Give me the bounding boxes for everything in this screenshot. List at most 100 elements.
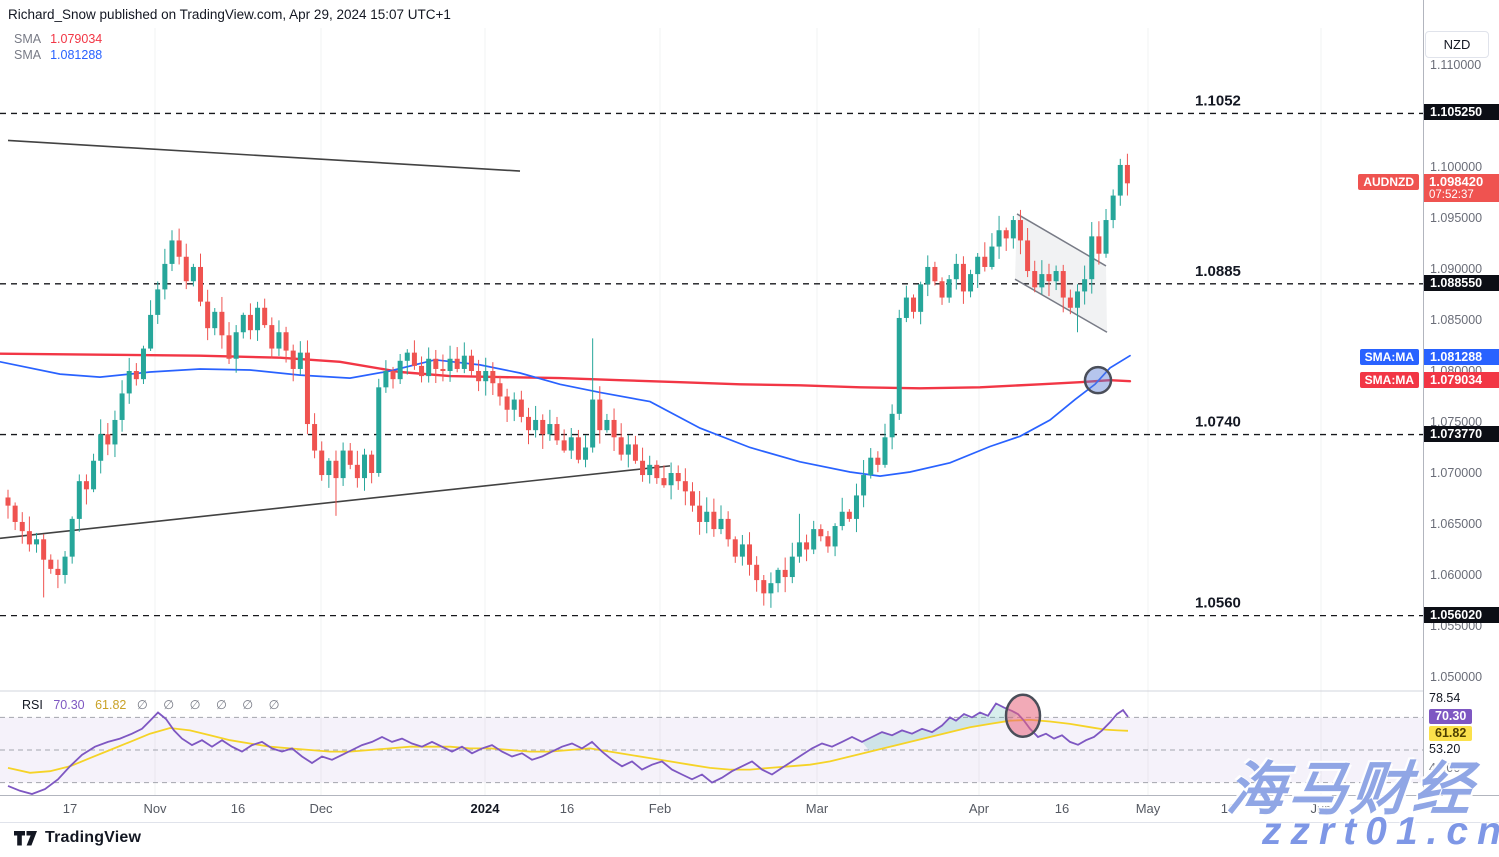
candle-body xyxy=(347,450,353,465)
rsi-ma-line[interactable] xyxy=(7,718,1129,774)
candle-body xyxy=(561,440,567,451)
candle-body xyxy=(661,478,667,486)
candle-body xyxy=(846,511,852,519)
key-level-price-badge: 1.073770 xyxy=(1424,425,1499,442)
rsi-ma-value: 61.82 xyxy=(95,698,127,712)
candle-body xyxy=(468,355,474,371)
trendline[interactable] xyxy=(7,139,521,172)
candle-body xyxy=(511,399,517,410)
candle-body xyxy=(640,460,646,476)
price-tick: 1.095000 xyxy=(1430,211,1483,225)
candle-body xyxy=(255,307,261,331)
candle-body xyxy=(390,371,396,380)
candle-body xyxy=(476,371,482,382)
last-price-badge: 1.098420 07:52:37 xyxy=(1424,174,1499,203)
sma-slow-line[interactable] xyxy=(0,354,1131,477)
tradingview-logo-icon xyxy=(14,830,37,845)
key-level-price-badge: 1.056020 xyxy=(1424,606,1499,623)
candle-body xyxy=(1025,240,1031,272)
time-axis-label: Nov xyxy=(143,801,167,816)
last-price-value: 1.098420 xyxy=(1429,174,1484,190)
candle-body xyxy=(91,460,97,490)
key-level-label: 1.0740 xyxy=(1195,414,1241,431)
candle-body xyxy=(1124,164,1130,184)
sma-fast-line[interactable] xyxy=(0,352,1132,390)
candle-body xyxy=(226,335,232,359)
candle-body xyxy=(233,332,239,359)
candle-body xyxy=(1075,291,1080,308)
candle-body xyxy=(1082,279,1088,292)
candle-body xyxy=(169,240,175,264)
candle-body xyxy=(48,559,54,569)
rsi-cross-highlight-circle[interactable] xyxy=(1004,693,1042,739)
candle-body xyxy=(240,314,246,333)
candle-body xyxy=(590,399,596,448)
currency-toggle[interactable]: NZD xyxy=(1425,31,1489,58)
candle-body xyxy=(419,365,425,377)
candle-body xyxy=(818,529,824,537)
candle-body xyxy=(625,444,631,455)
candle-body xyxy=(925,266,931,285)
sma-fast-row: SMA 1.079034 xyxy=(14,31,102,47)
candle-body xyxy=(1067,297,1073,308)
candle-body xyxy=(76,481,82,519)
candle-body xyxy=(62,556,68,575)
sma-slow-value: 1.081288 xyxy=(50,48,103,62)
candle-body xyxy=(283,332,289,351)
candle-body xyxy=(340,450,346,479)
candle-body xyxy=(1103,220,1109,254)
candle-body xyxy=(19,521,25,532)
sma-cross-highlight-circle[interactable] xyxy=(1083,365,1113,395)
flag-channel-bottom[interactable] xyxy=(1014,278,1108,333)
time-axis-label: May xyxy=(1135,801,1161,816)
candle-body xyxy=(853,495,859,519)
candle-body xyxy=(725,518,731,540)
time-axis-label: Apr xyxy=(968,801,990,816)
price-tick: 1.085000 xyxy=(1430,313,1483,327)
time-axis-label: Mar xyxy=(805,801,829,816)
rsi-value: 70.30 xyxy=(53,698,85,712)
key-level-label: 1.1052 xyxy=(1195,92,1241,109)
price-axis[interactable]: NZD 1.110000 1.100000 1.095000 1.090000 1.08… xyxy=(1424,0,1499,820)
candle-body xyxy=(875,457,881,465)
time-axis-label: 16 xyxy=(1220,801,1236,816)
candle-body xyxy=(383,371,389,388)
candle-body xyxy=(183,256,189,282)
candle-body xyxy=(868,457,874,476)
candle-body xyxy=(162,263,168,290)
candle-body xyxy=(1046,274,1052,282)
sma-name-badge: SMA:MA xyxy=(1359,371,1419,388)
candle-body xyxy=(911,297,917,312)
candle-body xyxy=(12,505,18,522)
candle-body xyxy=(754,564,760,581)
trendline[interactable] xyxy=(0,465,671,540)
candle-body xyxy=(768,583,774,594)
watermark-url: zzrt01.cn xyxy=(1262,810,1499,853)
rsi-line[interactable] xyxy=(7,702,1129,795)
candle-body xyxy=(454,358,460,369)
candle-body xyxy=(946,279,952,298)
candle-body xyxy=(583,447,589,460)
footer-brand[interactable]: TradingView xyxy=(14,829,141,847)
candle-body xyxy=(362,454,367,479)
candle-body xyxy=(5,497,11,506)
sma-fast-label: SMA xyxy=(14,32,42,46)
candle-body xyxy=(975,256,981,275)
time-axis-label: Feb xyxy=(648,801,672,816)
candle-body xyxy=(761,580,767,594)
sma-slow-row: SMA 1.081288 xyxy=(14,47,102,63)
regular-bullish-value: 53.20 xyxy=(1429,742,1461,756)
candle-body xyxy=(525,416,531,431)
candle-body xyxy=(518,399,524,417)
rsi-empty-values: ∅ ∅ ∅ ∅ ∅ ∅ xyxy=(136,698,286,712)
candle-body xyxy=(447,358,453,371)
time-axis[interactable]: 17 Nov 16 Dec 2024 16 Feb Mar Apr 16 May 16 Jun xyxy=(0,795,1499,823)
key-level-label: 1.0560 xyxy=(1195,595,1241,612)
rsi-40-tick: 40.00 xyxy=(1429,761,1461,775)
candle-body xyxy=(1110,195,1116,221)
rsi-legend: RSI 70.30 61.82 ∅ ∅ ∅ ∅ ∅ ∅ xyxy=(22,697,293,712)
candle-body xyxy=(982,256,988,267)
candle-body xyxy=(312,424,318,451)
candle-body xyxy=(575,437,581,460)
